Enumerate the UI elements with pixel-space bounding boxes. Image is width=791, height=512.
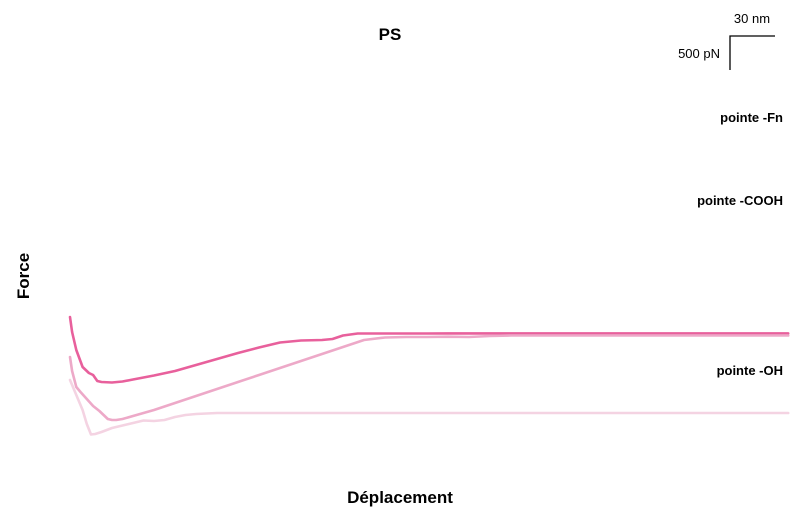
series-label-2: pointe -COOH: [697, 193, 783, 208]
scale-bar-lines: [729, 35, 775, 70]
x-axis-label: Déplacement: [347, 488, 453, 507]
series-label-3: pointe -OH: [717, 363, 783, 378]
y-axis-label: Force: [14, 253, 33, 299]
scale-bar-y-label: 500 pN: [678, 46, 720, 61]
series-line-3: [68, 378, 790, 436]
series-label-1: pointe -Fn: [720, 110, 783, 125]
scale-bar: 30 nm 500 pN: [678, 11, 775, 70]
chart-title: PS: [379, 25, 402, 44]
scale-bar-x-label: 30 nm: [734, 11, 770, 26]
series-line-1: [68, 315, 790, 384]
series-layer: pointe -Fn pointe -COOH pointe -OH: [68, 110, 790, 436]
series-line-2: [68, 334, 790, 422]
